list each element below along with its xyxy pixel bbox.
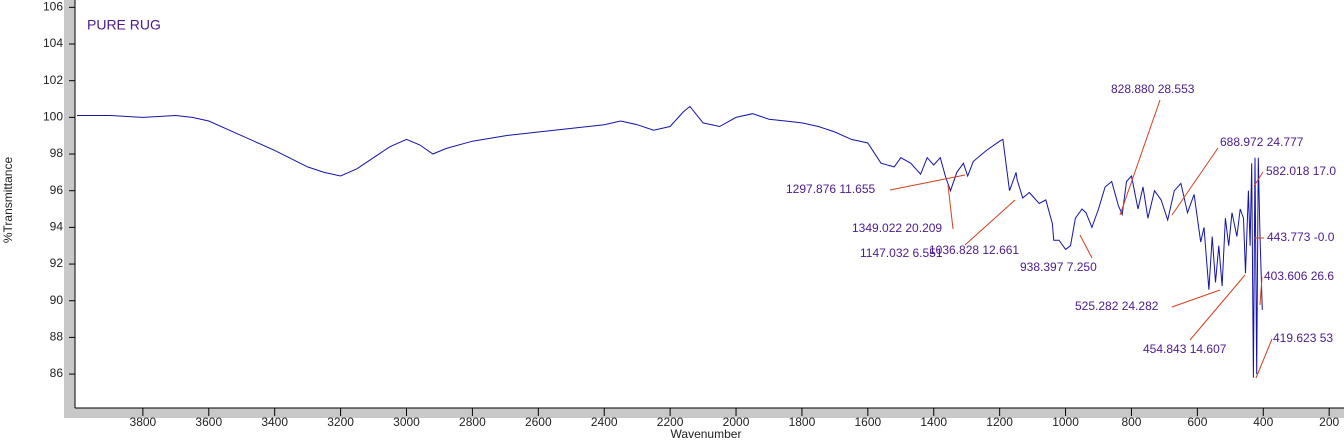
- x-tick-label: 800: [1121, 415, 1141, 429]
- x-tick-label: 3400: [261, 415, 288, 429]
- y-tick-label: 104: [43, 36, 63, 50]
- x-tick-label: 200: [1319, 415, 1339, 429]
- annotation-leader: [947, 184, 954, 230]
- annotation: 419.623 53: [1273, 331, 1333, 345]
- x-tick-label: 1200: [986, 415, 1013, 429]
- x-tick-label: 400: [1253, 415, 1273, 429]
- annotation: 1036.828 12.661: [929, 243, 1019, 257]
- x-tick-label: 600: [1187, 415, 1207, 429]
- annotation: 1297.876 11.655: [786, 182, 876, 196]
- annotation-leader: [1171, 289, 1221, 308]
- x-tick-label: 3800: [130, 415, 157, 429]
- annotation: 525.282 24.282: [1075, 299, 1159, 313]
- x-axis-band: [64, 408, 1344, 418]
- x-axis-label: Wavenumber: [671, 427, 742, 440]
- x-tick-label: 3200: [327, 415, 354, 429]
- y-tick-label: 96: [50, 183, 64, 197]
- x-tick-label: 2800: [459, 415, 486, 429]
- x-tick-label: 2600: [525, 415, 552, 429]
- y-tick-label: 98: [50, 146, 64, 160]
- annotation-leader: [1259, 276, 1263, 306]
- x-tick-label: 1000: [1052, 415, 1079, 429]
- annotation: 1349.022 20.209: [852, 221, 942, 235]
- annotation: 443.773 -0.0: [1267, 230, 1335, 244]
- chart-title: PURE RUG: [87, 17, 161, 33]
- x-tick-label: 1800: [789, 415, 816, 429]
- y-tick-label: 90: [50, 293, 64, 307]
- y-tick-label: 106: [43, 0, 63, 14]
- annotation-leader: [1079, 234, 1093, 259]
- annotation: 454.843 14.607: [1143, 342, 1227, 356]
- spectrum-line: [77, 105, 1263, 378]
- y-tick-label: 102: [43, 73, 63, 87]
- annotation: 403.606 26.6: [1264, 269, 1334, 283]
- annotation-leader: [1189, 274, 1246, 341]
- x-tick-label: 3600: [195, 415, 222, 429]
- annotation: 1147.032 6.551: [860, 246, 943, 260]
- y-tick-label: 94: [50, 220, 64, 234]
- x-tick-label: 2000: [723, 415, 750, 429]
- annotation: 938.397 7.250: [1020, 260, 1097, 274]
- x-tick-label: 1600: [854, 415, 881, 429]
- y-tick-label: 88: [50, 330, 64, 344]
- x-tick-label: 2400: [591, 415, 618, 429]
- x-tick-label: 2200: [657, 415, 684, 429]
- annotation-leader: [1255, 338, 1273, 379]
- y-axis-label: %Transmittance: [1, 157, 15, 244]
- annotation-leader: [1253, 171, 1264, 187]
- annotation-leader: [889, 174, 966, 191]
- annotation: 828.880 28.553: [1111, 82, 1195, 96]
- annotation: 582.018 17.0: [1266, 164, 1336, 178]
- y-tick-label: 100: [43, 110, 63, 124]
- annotation-leader: [1119, 99, 1161, 216]
- y-axis-band: [64, 0, 75, 418]
- y-tick-label: 92: [50, 256, 64, 270]
- annotation-leader: [1171, 147, 1219, 216]
- annotation-leader: [964, 199, 1016, 246]
- annotation: 688.972 24.777: [1220, 135, 1304, 149]
- y-tick-label: 86: [50, 366, 64, 380]
- x-tick-label: 3000: [393, 415, 420, 429]
- x-tick-label: 1400: [920, 415, 947, 429]
